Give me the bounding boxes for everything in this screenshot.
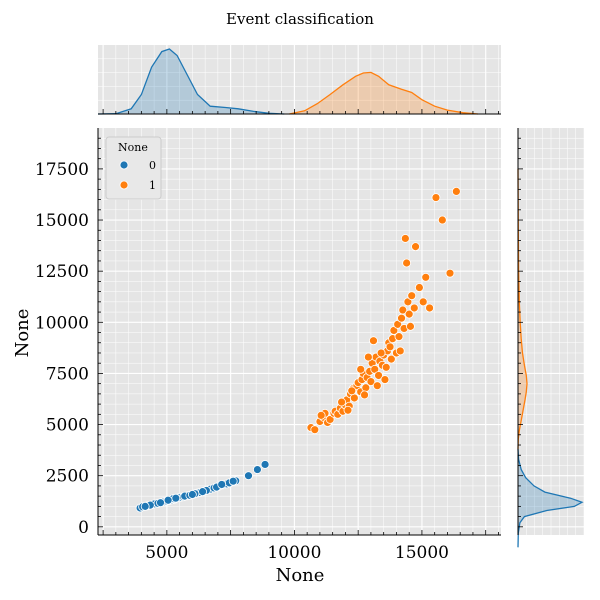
y-tick-label: 10000 [35,313,89,333]
legend-marker-1 [119,180,129,190]
scatter-point-1 [343,405,353,415]
scatter-point-1 [386,354,396,364]
right-density-line-0 [517,449,584,548]
scatter-point-1 [445,268,455,278]
top-density-line-1 [289,71,479,115]
scatter-point-1 [451,187,461,196]
scatter-point-1 [356,364,366,374]
x-tick-label: 10000 [267,543,321,563]
scatter-point-1 [366,377,376,387]
scatter-point-1 [421,272,431,282]
y-tick-label: 15000 [35,211,89,231]
y-tick-label: 5000 [46,416,89,436]
scatter-point-1 [310,425,320,435]
scatter-point-0 [228,476,238,486]
top-density-fill-0 [98,49,285,114]
right-density-fill-1 [518,168,527,450]
y-tick-label: 7500 [46,364,89,384]
top-marginal-density [97,48,479,115]
scatter-point-0 [187,490,197,499]
scatter-point-1 [380,375,390,384]
scatter-point-1 [337,397,346,407]
scatter-point-1 [398,305,408,315]
scatter-point-1 [431,193,441,202]
scatter-point-1 [360,390,369,400]
scatter-points [135,187,461,513]
top-density-line-0 [97,48,285,115]
scatter-point-0 [198,487,207,497]
scatter-point-1 [394,332,404,342]
main-plot-panel: 5000 10000 15000 0 2500 5000 7500 10000 12500 150… [35,109,523,563]
top-marginal-background [98,45,501,114]
right-marginal-grid [518,128,585,535]
x-tick-label: 15000 [395,543,449,563]
scatter-point-1 [397,313,406,323]
scatter-point-1 [411,242,420,252]
y-tick-label: 0 [78,518,89,538]
legend: None 0 1 [105,136,162,200]
scatter-point-1 [374,371,383,380]
scatter-point-1 [363,352,373,362]
scatter-point-1 [400,234,410,243]
y-tick-label: 12500 [35,262,89,282]
scatter-point-1 [385,342,395,352]
scatter-point-1 [381,362,391,372]
scatter-point-0 [253,465,262,474]
top-marginal-panel [97,45,501,115]
scatter-point-1 [414,283,424,292]
top-density-fill-1 [289,72,478,114]
scatter-point-1 [418,297,428,307]
x-tick-label: 5000 [145,543,188,563]
scatter-point-1 [347,386,357,396]
top-marginal-grid [98,45,501,114]
scatter-point-1 [395,346,405,356]
y-axis-label: None [12,309,33,358]
scatter-point-1 [376,348,386,358]
x-axis-label: None [276,565,325,586]
scatter-point-1 [372,381,382,391]
legend-label-0: 0 [149,159,156,172]
scatter-point-1 [409,303,419,313]
y-tick-label: 2500 [46,467,89,487]
scatter-point-0 [260,460,270,469]
right-marginal-panel [517,128,585,548]
scatter-point-1 [425,303,434,313]
legend-label-1: 1 [149,179,156,192]
scatter-point-1 [406,321,415,331]
scatter-point-0 [140,501,150,511]
scatter-point-0 [244,471,253,481]
scatter-point-1 [404,309,414,319]
chart-title: Event classification [226,10,374,28]
scatter-point-1 [437,215,447,225]
main-axes: 5000 10000 15000 0 2500 5000 7500 10000 12500 150… [35,109,523,563]
legend-title: None [118,141,148,154]
scatter-point-0 [156,498,165,508]
scatter-point-1 [407,291,417,301]
scatter-point-0 [171,493,181,503]
y-tick-label: 17500 [35,160,89,180]
legend-marker-0 [119,160,129,170]
scatter-point-1 [369,336,378,346]
scatter-point-1 [402,258,412,268]
scatter-point-1 [316,410,326,420]
scatter-point-0 [217,480,227,489]
scatter-point-0 [163,495,173,505]
right-density-fill-0 [518,449,582,548]
legend-box [105,136,162,200]
